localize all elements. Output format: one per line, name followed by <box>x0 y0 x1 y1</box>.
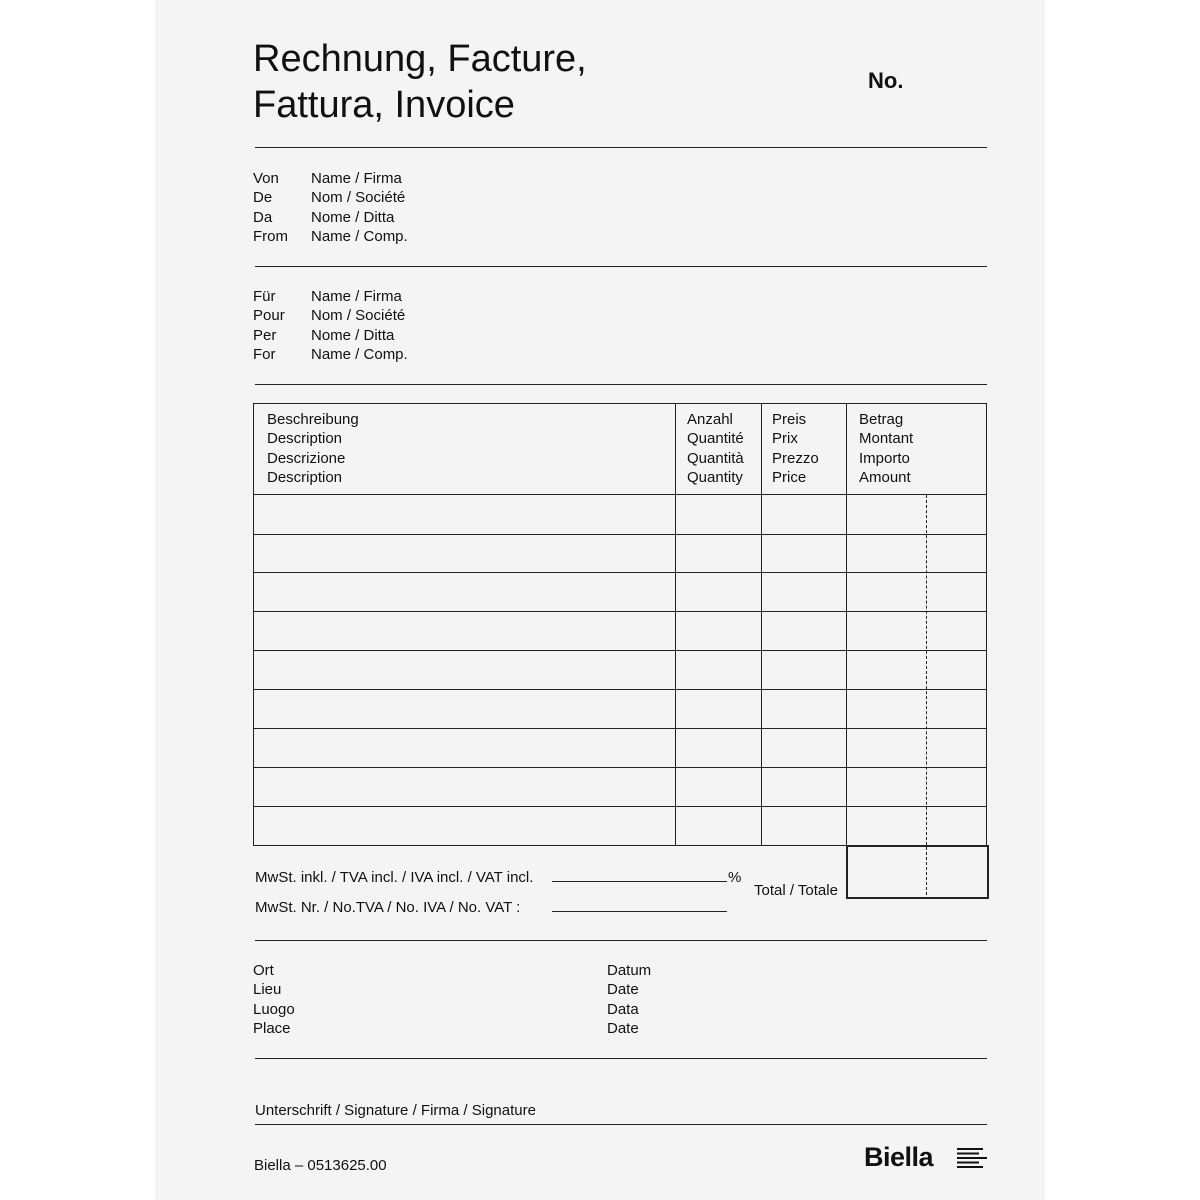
label-line: For <box>253 345 276 363</box>
column-divider <box>675 403 676 845</box>
divider <box>255 266 987 267</box>
table-row[interactable] <box>254 730 986 766</box>
table-row[interactable] <box>254 574 986 610</box>
label-line: From <box>253 227 288 245</box>
header-line: Quantité <box>687 430 744 448</box>
row-divider <box>253 611 987 612</box>
header-line: Descrizione <box>267 449 346 467</box>
decimal-separator <box>926 495 927 845</box>
column-divider <box>846 403 847 845</box>
table-row[interactable] <box>254 496 986 533</box>
percent-sign: % <box>728 869 742 886</box>
signature-label: Unterschrift / Signature / Firma / Signa… <box>255 1102 536 1119</box>
label-line: Ort <box>253 962 274 979</box>
signature-line[interactable] <box>255 1124 987 1125</box>
label-line: Von <box>253 170 279 187</box>
table-row[interactable] <box>254 691 986 727</box>
row-divider <box>253 494 987 495</box>
label-line: Lieu <box>253 981 282 999</box>
to-fields: Name / Firma Nom / Société Nome / Ditta Nam… <box>311 287 408 364</box>
table-row[interactable] <box>254 769 986 805</box>
label-line: Name / Comp. <box>311 227 408 245</box>
label-line: Date <box>607 1019 639 1037</box>
column-header: Beschreibung Description Descrizione Descri… <box>267 410 359 487</box>
label-line: Nome / Ditta <box>311 326 395 344</box>
header-line: Anzahl <box>687 411 733 428</box>
label-line: Name / Firma <box>311 288 402 305</box>
biella-logo: Biella <box>864 1142 934 1172</box>
header-line: Amount <box>859 468 911 486</box>
label-line: Per <box>253 326 277 344</box>
row-divider <box>253 806 987 807</box>
table-row[interactable] <box>254 536 986 571</box>
label-line: Pour <box>253 307 285 325</box>
header-line: Importo <box>859 449 910 467</box>
label-line: De <box>253 189 273 207</box>
label-line: Luogo <box>253 1000 295 1018</box>
total-box[interactable] <box>846 845 989 899</box>
table-row[interactable] <box>254 613 986 649</box>
column-header: Betrag Montant Importo Amount <box>859 410 913 487</box>
invoice-form <box>155 0 1045 1200</box>
header-line: Prix <box>772 430 798 448</box>
header-line: Beschreibung <box>267 411 359 428</box>
label-line: Nome / Ditta <box>311 208 395 226</box>
row-divider <box>253 728 987 729</box>
table-row[interactable] <box>254 808 986 844</box>
vat-number-label: MwSt. Nr. / No.TVA / No. IVA / No. VAT : <box>255 899 521 916</box>
header-line: Betrag <box>859 411 904 428</box>
decimal-separator <box>926 847 927 895</box>
column-divider <box>761 403 762 845</box>
column-header: Preis Prix Prezzo Price <box>772 410 819 487</box>
divider <box>255 384 987 385</box>
label-line: Name / Comp. <box>311 345 408 363</box>
from-fields: Name / Firma Nom / Société Nome / Ditta Nam… <box>311 169 408 246</box>
header-line: Quantity <box>687 468 743 486</box>
product-code: Biella – 0513625.00 <box>254 1157 387 1174</box>
biella-logo-icon <box>957 1148 987 1168</box>
divider <box>255 147 987 148</box>
label-line: Place <box>253 1019 291 1037</box>
table-row[interactable] <box>254 652 986 688</box>
to-labels: Für Pour Per For <box>253 287 285 364</box>
from-labels: Von De Da From <box>253 169 288 246</box>
label-line: Da <box>253 208 273 226</box>
table-border <box>253 403 987 846</box>
header-line: Montant <box>859 430 914 448</box>
row-divider <box>253 572 987 573</box>
place-labels: Ort Lieu Luogo Place <box>253 961 295 1038</box>
label-line: Nom / Société <box>311 189 406 207</box>
header-line: Price <box>772 468 807 486</box>
label-line: Name / Firma <box>311 170 402 187</box>
total-label: Total / Totale <box>754 882 838 899</box>
label-line: Date <box>607 981 639 999</box>
header-line: Description <box>267 468 343 486</box>
header-line: Description <box>267 430 343 448</box>
label-line: Nom / Société <box>311 307 406 325</box>
column-header: Anzahl Quantité Quantità Quantity <box>687 410 744 487</box>
header-line: Quantità <box>687 449 744 467</box>
vat-percent-field[interactable] <box>552 881 727 882</box>
divider <box>255 1058 987 1059</box>
vat-number-field[interactable] <box>552 911 727 912</box>
header-line: Preis <box>772 411 807 428</box>
form-title: Rechnung, Facture, Fattura, Invoice <box>253 38 587 126</box>
vat-included-label: MwSt. inkl. / TVA incl. / IVA incl. / VA… <box>255 869 534 886</box>
row-divider <box>253 689 987 690</box>
date-labels: Datum Date Data Date <box>607 961 651 1038</box>
row-divider <box>253 534 987 535</box>
header-line: Prezzo <box>772 449 819 467</box>
label-line: Für <box>253 288 276 305</box>
label-line: Data <box>607 1000 639 1018</box>
invoice-number-label: No. <box>868 68 904 93</box>
row-divider <box>253 650 987 651</box>
row-divider <box>253 767 987 768</box>
label-line: Datum <box>607 962 652 979</box>
divider <box>255 940 987 941</box>
